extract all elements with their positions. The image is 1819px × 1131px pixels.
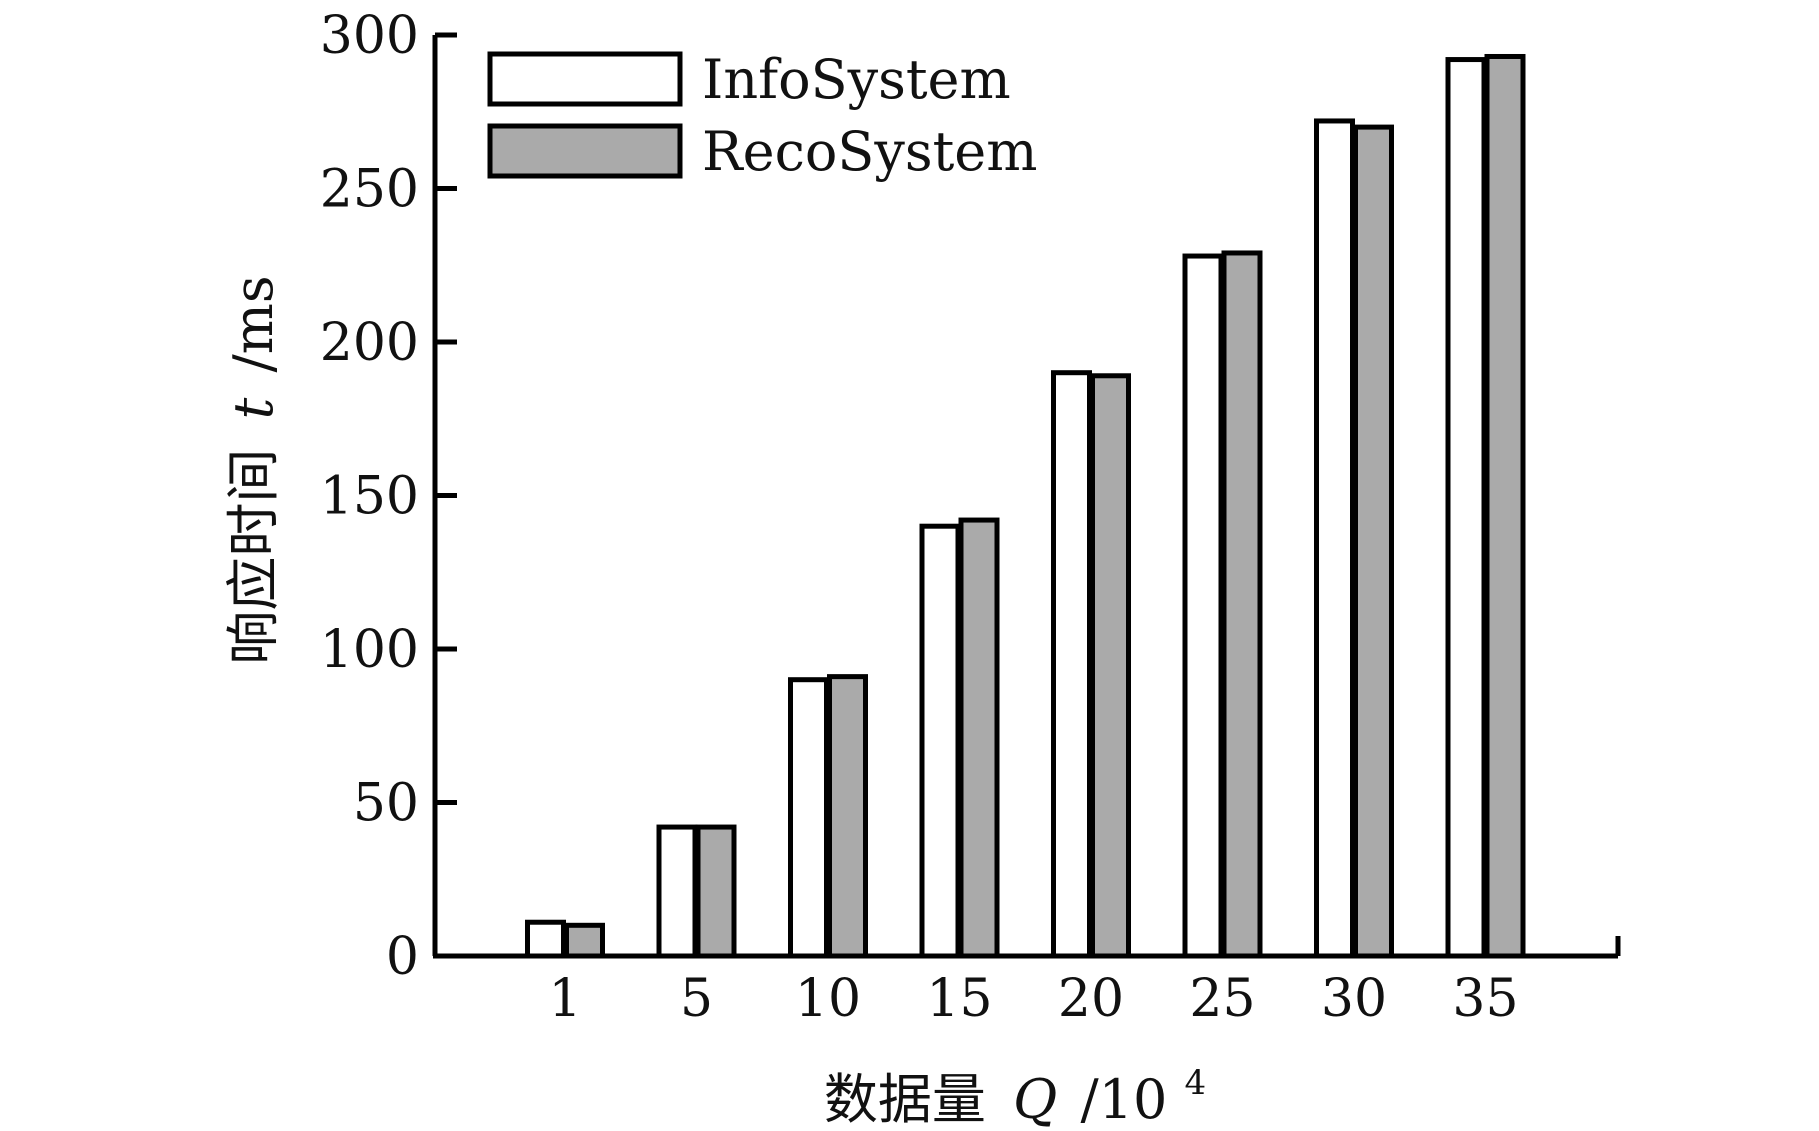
legend-swatch-infosystem: [487, 51, 683, 107]
bar: [1221, 250, 1263, 959]
x-axis-title-main: 数据量: [824, 1068, 986, 1131]
x-tick-label: 15: [926, 969, 992, 1029]
x-axis-title: 数据量 Q /10 4: [824, 1063, 1206, 1131]
x-tick-label: 30: [1321, 969, 1387, 1029]
bar: [525, 919, 566, 959]
x-axis-title-sup: 4: [1185, 1063, 1207, 1103]
bar: [564, 922, 605, 959]
legend-swatch-recosystem: [487, 123, 683, 179]
legend-label-infosystem: InfoSystem: [702, 48, 1011, 111]
bar: [1314, 118, 1355, 959]
x-axis-title-unit: /10: [1080, 1068, 1167, 1131]
y-tick-label: 0: [386, 927, 419, 987]
legend: InfoSystem RecoSystem: [487, 48, 1037, 183]
y-axis-title-var: t: [222, 397, 285, 419]
x-tick-label: 25: [1189, 969, 1255, 1029]
x-axis-title-var: Q: [1013, 1068, 1057, 1131]
y-tick-label: 250: [320, 160, 419, 220]
y-tick-label: 100: [320, 620, 419, 680]
y-tick-label: 200: [320, 313, 419, 373]
x-tick-label: 10: [795, 969, 861, 1029]
bar: [695, 824, 737, 959]
bar: [919, 523, 961, 959]
bar: [1051, 370, 1092, 959]
bar: [1484, 53, 1526, 959]
bar: [827, 674, 868, 959]
y-tick-label: 300: [320, 6, 419, 66]
bar: [1182, 253, 1224, 959]
legend-label-recosystem: RecoSystem: [702, 120, 1037, 183]
bar: [958, 517, 1000, 959]
y-axis-title: 响应时间 t /ms: [222, 275, 285, 664]
y-axis-title-unit: /ms: [222, 275, 285, 372]
y-tick-label: 50: [353, 774, 419, 834]
x-tick-label: 35: [1452, 969, 1518, 1029]
bar: [1090, 373, 1131, 959]
bar: [1445, 57, 1487, 959]
bar: [656, 824, 698, 959]
y-tick-label: 150: [320, 467, 419, 527]
bar: [1353, 124, 1394, 959]
x-tick-label: 5: [680, 969, 713, 1029]
x-tick-label: 1: [548, 969, 581, 1029]
x-tick-label: 20: [1058, 969, 1124, 1029]
bar: [788, 677, 829, 959]
y-axis-title-main: 响应时间: [222, 449, 285, 665]
